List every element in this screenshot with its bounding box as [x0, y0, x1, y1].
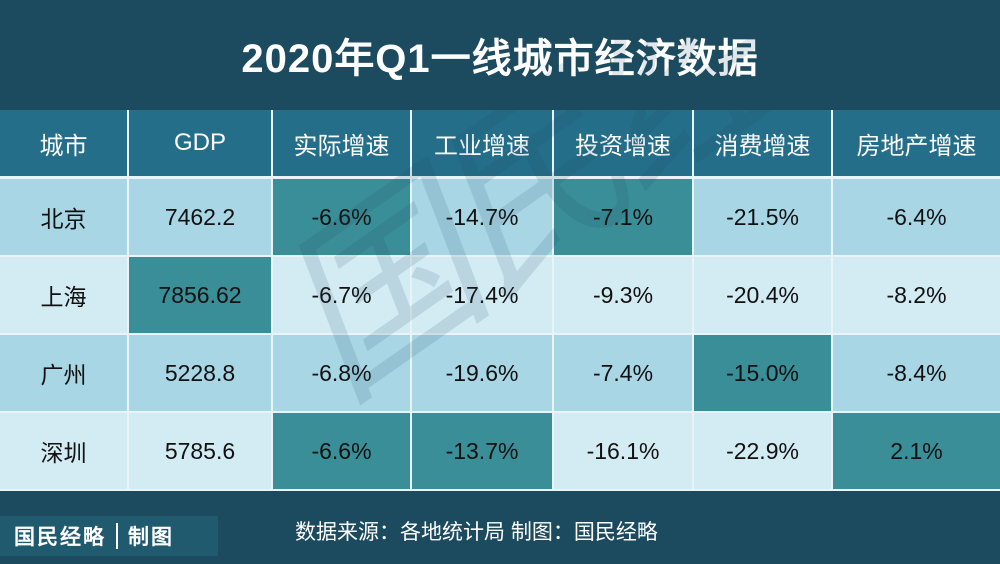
brand-separator [116, 523, 118, 549]
cell-real-estate: -6.4% [831, 176, 1000, 257]
header-city: 城市 [0, 110, 129, 179]
header-real-growth: 实际增速 [271, 110, 412, 179]
header-gdp: GDP [127, 110, 273, 179]
cell-city: 北京 [0, 176, 129, 257]
cell-real-growth: -6.6% [271, 411, 412, 491]
header-real-estate-growth: 房地产增速 [831, 110, 1000, 179]
table-row: 广州 5228.8 -6.8% -19.6% -7.4% -15.0% -8.4… [0, 333, 1000, 413]
table-row: 上海 7856.62 -6.7% -17.4% -9.3% -20.4% -8.… [0, 255, 1000, 335]
cell-real-growth: -6.7% [271, 255, 412, 335]
cell-industry: -13.7% [410, 411, 554, 491]
header-consumption-growth: 消费增速 [692, 110, 833, 179]
cell-industry: -19.6% [410, 333, 554, 413]
title-band: 2020年Q1一线城市经济数据 [0, 0, 1000, 110]
table-header-row: 城市 GDP 实际增速 工业增速 投资增速 消费增速 房地产增速 [0, 110, 1000, 179]
cell-real-growth: -6.8% [271, 333, 412, 413]
header-industry-growth: 工业增速 [410, 110, 554, 179]
cell-city: 上海 [0, 255, 129, 335]
cell-city: 深圳 [0, 411, 129, 491]
cell-real-estate: -8.4% [831, 333, 1000, 413]
table-row: 深圳 5785.6 -6.6% -13.7% -16.1% -22.9% 2.1… [0, 411, 1000, 491]
cell-consumption: -15.0% [692, 333, 833, 413]
cell-investment: -9.3% [552, 255, 694, 335]
brand-name: 国民经略 [14, 526, 106, 549]
cell-gdp: 7462.2 [127, 176, 273, 257]
cell-consumption: -21.5% [692, 176, 833, 257]
page-title: 2020年Q1一线城市经济数据 [241, 37, 759, 81]
cell-consumption: -20.4% [692, 255, 833, 335]
cell-industry: -17.4% [410, 255, 554, 335]
cell-industry: -14.7% [410, 176, 554, 257]
cell-real-growth: -6.6% [271, 176, 412, 257]
cell-gdp: 7856.62 [127, 255, 273, 335]
footer: 国民经略 制图 数据来源：各地统计局 制图：国民经略 [0, 494, 1000, 564]
brand-badge: 国民经略 制图 [0, 516, 218, 556]
cell-real-estate: -8.2% [831, 255, 1000, 335]
cell-investment: -7.1% [552, 176, 694, 257]
table-row: 北京 7462.2 -6.6% -14.7% -7.1% -21.5% -6.4… [0, 176, 1000, 257]
header-investment-growth: 投资增速 [552, 110, 694, 179]
cell-gdp: 5228.8 [127, 333, 273, 413]
cell-investment: -16.1% [552, 411, 694, 491]
cell-real-estate: 2.1% [831, 411, 1000, 491]
economic-data-table: 城市 GDP 实际增速 工业增速 投资增速 消费增速 房地产增速 北京 7462… [0, 110, 1000, 491]
cell-gdp: 5785.6 [127, 411, 273, 491]
cell-investment: -7.4% [552, 333, 694, 413]
data-source-note: 数据来源：各地统计局 制图：国民经略 [295, 521, 658, 544]
brand-suffix: 制图 [128, 526, 174, 549]
cell-city: 广州 [0, 333, 129, 413]
cell-consumption: -22.9% [692, 411, 833, 491]
